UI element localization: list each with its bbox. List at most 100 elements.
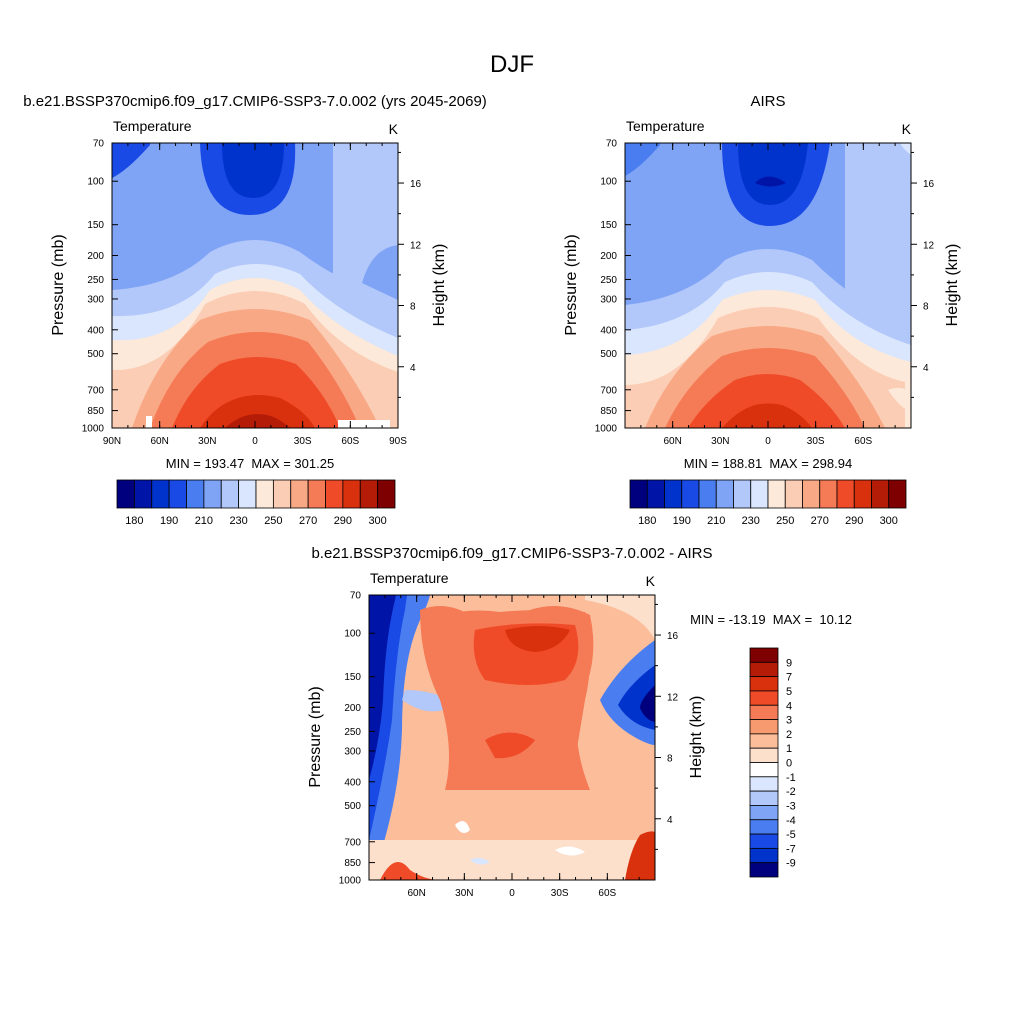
y2-axis-label: Height (km) bbox=[944, 244, 961, 327]
y-tick-label: 1000 bbox=[339, 876, 362, 887]
y2-tick-label: 8 bbox=[923, 302, 929, 313]
colorbar-swatch bbox=[342, 479, 361, 509]
colorbar-swatch bbox=[853, 479, 872, 509]
colorbar-swatch bbox=[836, 479, 855, 509]
colorbar-swatch bbox=[168, 479, 187, 509]
colorbar-swatch bbox=[749, 833, 779, 849]
y-axis-label: Pressure (mb) bbox=[563, 234, 580, 335]
colorbar-label: 290 bbox=[845, 515, 863, 527]
colorbar-label: -1 bbox=[786, 772, 796, 784]
x-tick-label: 0 bbox=[252, 436, 258, 447]
colorbar-label: 300 bbox=[368, 515, 386, 527]
x-tick-label: 30S bbox=[294, 436, 312, 447]
colorbar-swatch bbox=[750, 479, 769, 509]
y-tick-label: 250 bbox=[600, 275, 617, 286]
x-tick-label: 30N bbox=[455, 888, 473, 899]
panel-model: b.e21.BSSP370cmip6.f09_g17.CMIP6-SSP3-7.… bbox=[23, 93, 487, 527]
colorbar-swatch bbox=[698, 479, 717, 509]
y-tick-label: 300 bbox=[600, 294, 617, 305]
y-tick-label: 850 bbox=[344, 858, 361, 869]
y-tick-label: 150 bbox=[87, 220, 104, 231]
x-tick-label: 30N bbox=[198, 436, 216, 447]
colorbar-swatch bbox=[871, 479, 890, 509]
y-tick-label: 1000 bbox=[595, 424, 618, 435]
colorbar-swatch bbox=[749, 819, 779, 835]
contour-field bbox=[112, 143, 398, 428]
y-tick-label: 100 bbox=[87, 177, 104, 188]
y2-axis-label: Height (km) bbox=[431, 244, 448, 327]
colorbar-swatch bbox=[749, 805, 779, 821]
y-tick-label: 700 bbox=[344, 837, 361, 848]
units-label: K bbox=[389, 121, 399, 137]
colorbar-label: 0 bbox=[786, 758, 792, 770]
y2-tick-label: 4 bbox=[410, 363, 416, 374]
colorbar-swatch bbox=[749, 847, 779, 864]
colorbar-swatch bbox=[629, 479, 648, 509]
y-tick-label: 70 bbox=[350, 591, 362, 602]
colorbar-swatch bbox=[272, 479, 292, 509]
min-max-stats: MIN = 193.47 MAX = 301.25 bbox=[166, 456, 334, 471]
colorbar-swatch bbox=[802, 479, 821, 509]
colorbar-label: 180 bbox=[638, 515, 656, 527]
x-tick-label: 30S bbox=[807, 436, 825, 447]
colorbar-swatch bbox=[749, 733, 779, 749]
colorbar-swatch bbox=[307, 479, 326, 509]
y2-tick-label: 4 bbox=[667, 815, 673, 826]
colorbar-label: 250 bbox=[264, 515, 282, 527]
units-label: K bbox=[902, 121, 912, 137]
y-tick-label: 500 bbox=[600, 349, 617, 360]
x-tick-label: 60N bbox=[150, 436, 168, 447]
y-tick-label: 500 bbox=[344, 801, 361, 812]
colorbar-label: 300 bbox=[880, 515, 898, 527]
colorbar-swatch bbox=[749, 719, 779, 735]
y-axis-label: Pressure (mb) bbox=[307, 686, 324, 787]
colorbar-swatch bbox=[681, 479, 700, 509]
y-tick-label: 400 bbox=[600, 325, 617, 336]
colorbar-label: 9 bbox=[786, 657, 792, 669]
colorbar-swatch bbox=[749, 862, 779, 878]
colorbar-swatch bbox=[749, 647, 779, 663]
colorbar-swatch bbox=[116, 479, 135, 509]
axes: 90N 60N 30N 0 30S 60S 90S 70 100 150 200 250 300 400 5… bbox=[82, 139, 422, 448]
left-label: Temperature bbox=[113, 118, 192, 134]
panel-diff: b.e21.BSSP370cmip6.f09_g17.CMIP6-SSP3-7.… bbox=[307, 545, 852, 899]
colorbar-swatch bbox=[767, 479, 786, 509]
x-tick-label: 60N bbox=[663, 436, 681, 447]
colorbar-label: 290 bbox=[334, 515, 352, 527]
y2-tick-label: 8 bbox=[667, 754, 673, 765]
y-tick-label: 850 bbox=[87, 406, 104, 417]
panel-obs: AIRS Temperature K 60N 30N 0 30S 60S 70 100 150… bbox=[563, 93, 961, 527]
axes: 60N 30N 0 30S 60S 70 100 150 200 250 300 400 500 700 8… bbox=[595, 139, 935, 448]
colorbar-swatch bbox=[151, 479, 170, 509]
colorbar-swatch bbox=[749, 690, 779, 706]
x-tick-label: 60N bbox=[407, 888, 425, 899]
colorbar-swatch bbox=[133, 479, 153, 509]
y-tick-label: 300 bbox=[87, 294, 104, 305]
colorbar-swatch bbox=[749, 776, 779, 792]
colorbar-swatch bbox=[749, 676, 779, 692]
y-tick-label: 700 bbox=[87, 385, 104, 396]
y-tick-label: 200 bbox=[87, 251, 104, 262]
colorbar-label: -5 bbox=[786, 829, 796, 841]
y-tick-label: 400 bbox=[87, 325, 104, 336]
y2-tick-label: 12 bbox=[667, 692, 679, 703]
y-tick-label: 70 bbox=[606, 139, 618, 150]
units-label: K bbox=[646, 573, 656, 589]
y2-tick-label: 12 bbox=[410, 240, 422, 251]
colorbar-swatch bbox=[819, 479, 838, 509]
colorbar-swatch bbox=[186, 479, 205, 509]
colorbar-label: 190 bbox=[160, 515, 178, 527]
y2-tick-label: 16 bbox=[667, 631, 679, 642]
colorbar: 9 7 5 4 3 2 1 0 -1 -2 -3 -4 -5 -7 -9 bbox=[749, 647, 796, 878]
left-label: Temperature bbox=[626, 118, 705, 134]
y2-tick-label: 16 bbox=[410, 179, 422, 190]
colorbar-label: -4 bbox=[786, 815, 796, 827]
y-tick-label: 850 bbox=[600, 406, 617, 417]
y-tick-label: 500 bbox=[87, 349, 104, 360]
x-tick-label: 90S bbox=[389, 436, 407, 447]
colorbar-swatch bbox=[203, 479, 222, 509]
colorbar-label: 270 bbox=[299, 515, 317, 527]
x-tick-label: 60S bbox=[598, 888, 616, 899]
y-tick-label: 100 bbox=[600, 177, 617, 188]
